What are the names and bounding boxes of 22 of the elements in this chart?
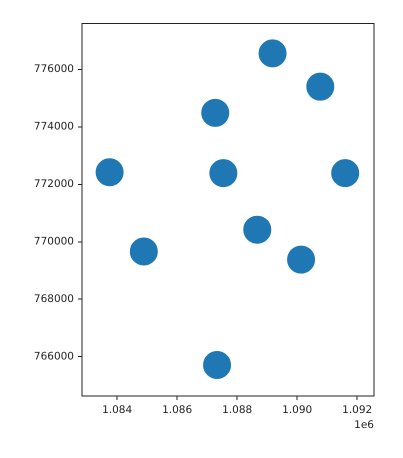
y-tick-label: 766000 bbox=[34, 350, 74, 362]
x-tick-label: 1.084 bbox=[102, 404, 132, 416]
point bbox=[258, 38, 288, 68]
point bbox=[128, 236, 159, 267]
y-tick-label: 770000 bbox=[34, 236, 74, 248]
x-tick-label: 1.092 bbox=[342, 404, 372, 416]
point bbox=[305, 72, 336, 102]
y-tick-label: 772000 bbox=[34, 178, 74, 190]
point bbox=[208, 158, 238, 188]
y-tick-label: 776000 bbox=[34, 63, 74, 76]
point bbox=[94, 157, 125, 188]
y-tick-label: 774000 bbox=[34, 120, 74, 133]
x-tick-label: 1.088 bbox=[222, 404, 252, 416]
x-tick-label: 1.086 bbox=[162, 404, 192, 416]
text: 1e6 bbox=[354, 418, 374, 431]
point bbox=[202, 350, 232, 380]
point bbox=[330, 158, 360, 188]
point bbox=[286, 244, 316, 275]
point bbox=[242, 214, 272, 245]
point bbox=[200, 98, 230, 128]
y-tick-label: 768000 bbox=[34, 292, 74, 305]
x-tick-label: 1.090 bbox=[282, 404, 312, 416]
